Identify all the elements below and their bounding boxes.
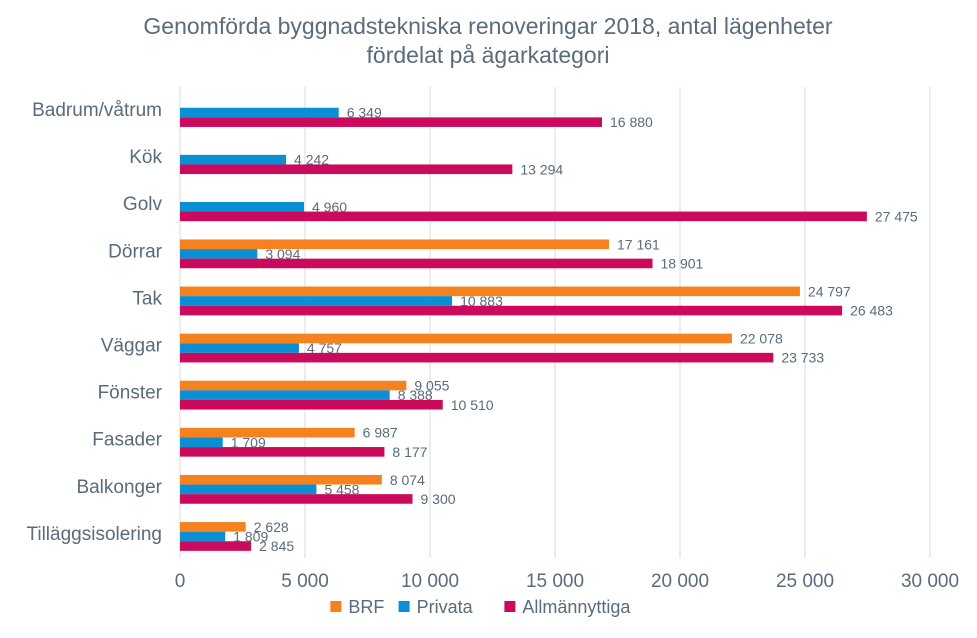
category-label: Fönster (98, 383, 163, 404)
data-label: 1 809 (233, 528, 268, 544)
data-labels: 6 349 16 880 4 242 13 294 4 960 27 475 17 161 3… (231, 105, 918, 554)
bar-allmännyttiga (180, 541, 252, 551)
bar-privata (180, 531, 226, 542)
bar-allmännyttiga (180, 399, 443, 410)
category-label: Väggar (101, 336, 163, 357)
bar-allmännyttiga (180, 258, 653, 269)
bar-privata (180, 343, 299, 353)
data-label: 4 960 (312, 199, 347, 215)
bar-brf (180, 286, 800, 297)
x-tick-label: 10 000 (401, 571, 459, 592)
x-tick-label: 20 000 (651, 571, 709, 592)
bar-brf (180, 474, 382, 485)
data-label: 5 458 (324, 481, 359, 497)
chart-title-line-2: fördelat på ägarkategori (367, 42, 610, 68)
category-axis: Badrum/våtrum Kök Golv Dörrar Tak Väggar Fönst… (26, 100, 162, 545)
legend-label: Privata (417, 597, 474, 617)
x-tick-label: 25 000 (776, 571, 834, 592)
data-label: 22 078 (740, 330, 783, 346)
data-label: 2 845 (259, 538, 294, 554)
data-label: 6 349 (347, 105, 382, 121)
category-label: Golv (123, 194, 163, 215)
data-label: 3 094 (265, 246, 300, 262)
data-label: 4 757 (307, 340, 342, 356)
data-label: 1 709 (231, 434, 266, 450)
data-label: 9 300 (421, 491, 456, 507)
data-label: 27 475 (875, 208, 918, 224)
bar-privata (180, 296, 453, 306)
bar-privata (180, 484, 317, 495)
bar-allmännyttiga (180, 494, 413, 504)
data-label: 4 242 (294, 152, 329, 168)
x-tick-label: 15 000 (526, 571, 584, 592)
legend-label: Allmännyttiga (522, 597, 631, 617)
bar-brf (180, 380, 407, 391)
category-label: Kök (129, 147, 162, 168)
legend-swatch-allmännyttiga (504, 601, 516, 612)
data-label: 13 294 (520, 161, 563, 177)
data-label: 24 797 (808, 283, 851, 299)
bar-brf (180, 427, 355, 438)
x-tick-label: 5 000 (281, 571, 329, 592)
data-label: 8 388 (398, 387, 433, 403)
category-label: Balkonger (76, 477, 162, 498)
bar-privata (180, 249, 258, 259)
data-label: 8 177 (392, 444, 427, 460)
data-label: 10 510 (451, 397, 494, 413)
bar-allmännyttiga (180, 352, 774, 363)
chart-title: Genomförda byggnadstekniska renoveringar… (143, 13, 833, 68)
bar-allmännyttiga (180, 447, 385, 457)
category-label: Fasader (92, 430, 162, 451)
bar-privata (180, 107, 339, 118)
bar-allmännyttiga (180, 305, 843, 316)
bar-privata (180, 154, 287, 165)
chart-title-line-1: Genomförda byggnadstekniska renoveringar… (143, 13, 833, 39)
bar-privata (180, 201, 304, 212)
legend-swatch-privata (398, 601, 410, 612)
x-tick-label: 0 (175, 571, 186, 592)
data-label: 18 901 (661, 255, 704, 271)
data-label: 9 055 (414, 378, 449, 394)
data-label: 6 987 (363, 425, 398, 441)
bar-privata (180, 390, 390, 400)
legend-label: BRF (348, 597, 384, 617)
bar-brf (180, 333, 732, 344)
category-label: Dörrar (108, 241, 163, 262)
data-label: 17 161 (617, 236, 660, 252)
category-label: Badrum/våtrum (32, 100, 162, 121)
data-label: 8 074 (390, 472, 425, 488)
bar-allmännyttiga (180, 164, 513, 175)
bar-brf (180, 522, 246, 532)
value-axis: 0 5 000 10 000 15 000 20 000 25 000 30 000 (175, 571, 959, 592)
category-label: Tilläggsisolering (26, 524, 162, 545)
data-label: 2 628 (254, 519, 289, 535)
legend-swatch-brf (330, 601, 342, 612)
data-label: 23 733 (781, 350, 824, 366)
data-label: 10 883 (460, 293, 503, 309)
bar-privata (180, 437, 223, 448)
x-tick-label: 30 000 (901, 571, 959, 592)
legend: BRF Privata Allmännyttiga (330, 597, 631, 617)
data-label: 16 880 (610, 114, 653, 130)
bar-allmännyttiga (180, 211, 867, 222)
bar-allmännyttiga (180, 117, 602, 127)
data-label: 26 483 (850, 303, 893, 319)
category-label: Tak (132, 288, 162, 309)
bars (180, 107, 867, 551)
bar-brf (180, 239, 610, 250)
